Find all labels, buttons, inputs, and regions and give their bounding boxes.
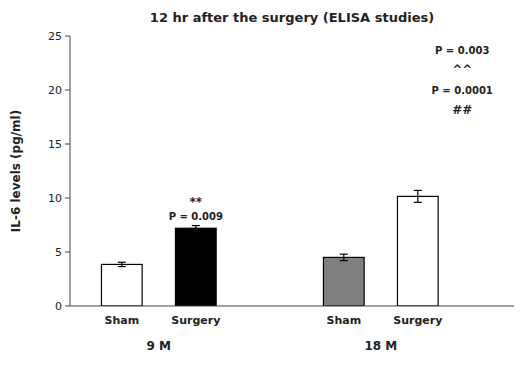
chart-container: 0510152025ShamSurgeryShamSurgery9 M18 MI…	[0, 0, 529, 378]
x-tick-label: Sham	[326, 314, 361, 327]
group-label: 18 M	[364, 339, 397, 353]
x-tick-label: Surgery	[171, 314, 220, 327]
y-tick	[65, 252, 70, 253]
y-tick-label: 15	[48, 138, 62, 151]
y-axis-label: IL-6 levels (pg/ml)	[9, 110, 23, 232]
annotation: **	[190, 195, 203, 209]
bars	[101, 190, 438, 306]
y-tick	[65, 90, 70, 91]
bar	[323, 257, 364, 306]
bar	[101, 264, 142, 306]
error-bar	[340, 254, 348, 260]
x-axis-line	[70, 306, 514, 307]
y-tick-label: 25	[48, 30, 62, 43]
y-tick	[65, 36, 70, 37]
y-tick-label: 0	[55, 300, 62, 313]
annotation: ^^	[452, 63, 472, 77]
bar	[397, 196, 438, 306]
annotation: ##	[452, 103, 472, 117]
error-bar	[192, 226, 200, 231]
y-tick-label: 10	[48, 192, 62, 205]
bar	[175, 228, 216, 306]
error-bar	[414, 190, 422, 202]
y-tick	[65, 306, 70, 307]
y-tick	[65, 198, 70, 199]
y-axis-line	[70, 36, 71, 306]
y-tick-label: 20	[48, 84, 62, 97]
x-tick-label: Sham	[104, 314, 139, 327]
y-tick-label: 5	[55, 246, 62, 259]
annotation: P = 0.003	[435, 45, 489, 56]
group-label: 9 M	[147, 339, 171, 353]
x-tick-label: Surgery	[393, 314, 442, 327]
chart-title: 12 hr after the surgery (ELISA studies)	[150, 10, 434, 25]
error-bar	[118, 262, 126, 266]
annotation: P = 0.009	[169, 211, 223, 222]
annotation: P = 0.0001	[432, 85, 493, 96]
y-tick	[65, 144, 70, 145]
chart: 0510152025ShamSurgeryShamSurgery9 M18 MI…	[0, 0, 529, 378]
